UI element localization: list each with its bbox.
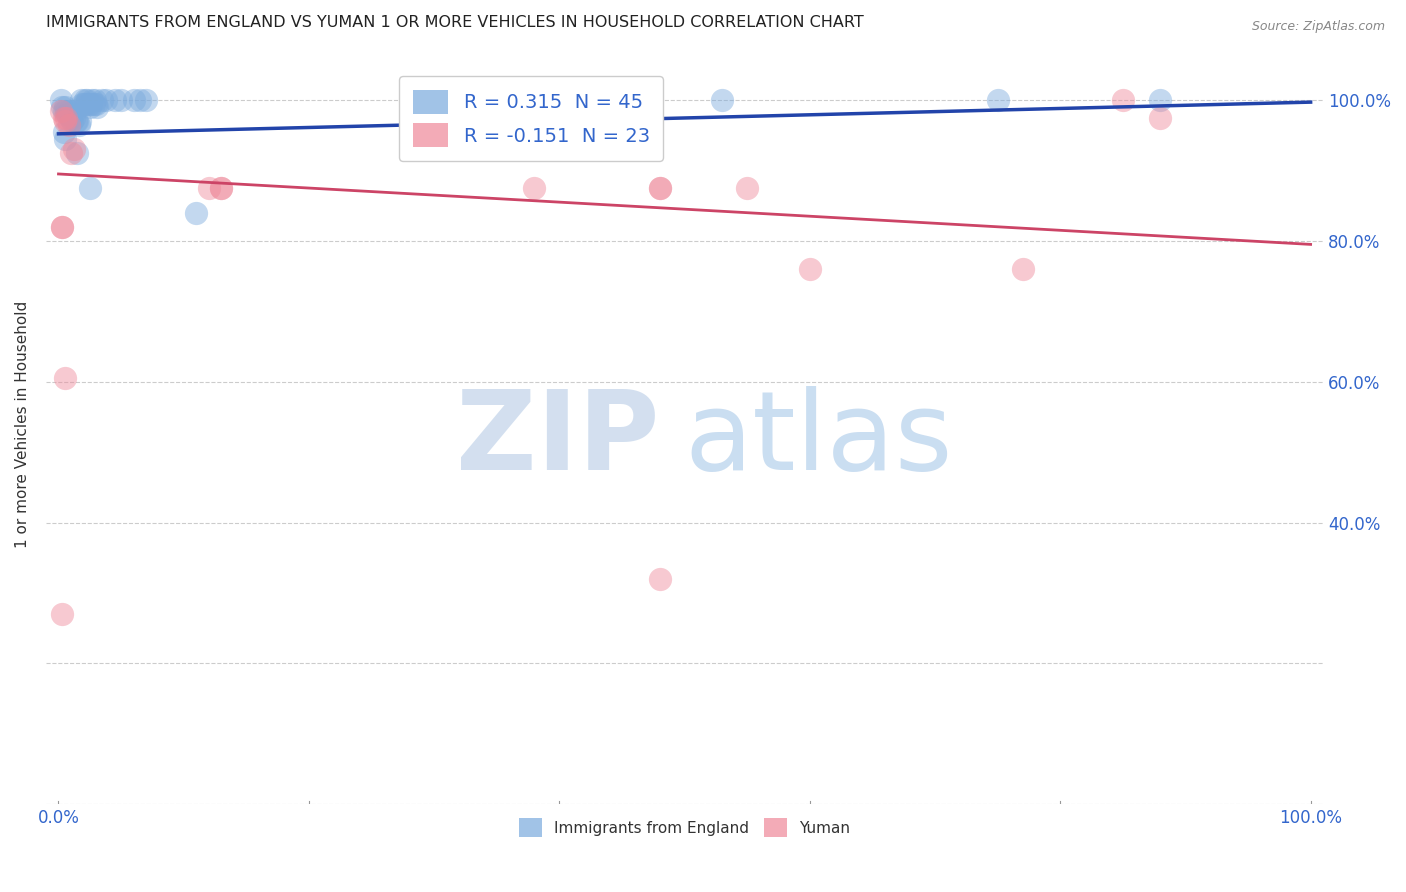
Legend: Immigrants from England, Yuman: Immigrants from England, Yuman [509,809,859,847]
Point [66,114,89,128]
Point [49,103,72,118]
Point [1011,262,1033,277]
Point [711,93,734,107]
Point [60,111,83,125]
Point [55,111,77,125]
Point [135,93,157,107]
Point [52,111,75,125]
Point [73,93,96,107]
Point [53,100,76,114]
Point [51,607,73,622]
Point [63,103,86,118]
Point [82,93,104,107]
Point [80,96,103,111]
Point [72,96,94,111]
Point [67,118,90,132]
Point [56,107,79,121]
Point [1149,93,1171,107]
Point [209,181,232,195]
Point [52,103,75,118]
Point [53,114,76,128]
Point [83,93,105,107]
Point [60,145,83,160]
Point [51,219,73,234]
Text: ZIP: ZIP [456,385,659,492]
Point [987,93,1010,107]
Point [799,262,821,277]
Text: Source: ZipAtlas.com: Source: ZipAtlas.com [1251,20,1385,33]
Point [51,219,73,234]
Point [53,371,76,385]
Point [79,100,101,114]
Point [83,96,105,111]
Point [209,181,232,195]
Point [122,93,145,107]
Point [84,96,107,111]
Point [53,132,76,146]
Point [197,181,219,195]
Point [59,111,82,125]
Point [1112,93,1135,107]
Point [65,114,87,128]
Point [62,111,84,125]
Point [55,103,77,118]
Point [76,93,98,107]
Point [1149,111,1171,125]
Y-axis label: 1 or more Vehicles in Household: 1 or more Vehicles in Household [15,301,30,548]
Point [648,572,671,586]
Point [648,181,671,195]
Point [104,93,127,107]
Text: atlas: atlas [685,385,953,492]
Point [735,181,758,195]
Point [52,125,75,139]
Point [186,205,208,219]
Point [91,93,114,107]
Point [110,93,132,107]
Point [69,114,91,128]
Point [62,142,84,156]
Point [58,103,80,118]
Point [523,181,546,195]
Point [648,181,671,195]
Point [60,114,83,128]
Point [70,93,93,107]
Point [58,118,80,132]
Point [49,93,72,107]
Point [75,96,97,111]
Point [94,93,117,107]
Text: IMMIGRANTS FROM ENGLAND VS YUMAN 1 OR MORE VEHICLES IN HOUSEHOLD CORRELATION CHA: IMMIGRANTS FROM ENGLAND VS YUMAN 1 OR MO… [46,15,863,30]
Point [51,100,73,114]
Point [77,96,100,111]
Point [128,93,150,107]
Point [72,96,94,111]
Point [79,181,101,195]
Point [66,145,89,160]
Point [86,100,108,114]
